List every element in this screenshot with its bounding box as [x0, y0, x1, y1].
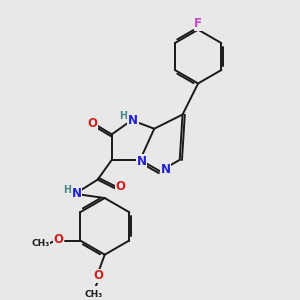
Text: O: O: [94, 269, 103, 282]
Text: CH₃: CH₃: [32, 239, 50, 248]
Text: O: O: [88, 117, 98, 130]
Text: F: F: [194, 17, 202, 30]
Text: H: H: [63, 184, 71, 195]
Text: CH₃: CH₃: [84, 290, 103, 299]
Text: N: N: [128, 114, 138, 127]
Text: N: N: [71, 187, 81, 200]
Text: H: H: [120, 111, 128, 121]
Text: O: O: [116, 180, 126, 193]
Text: N: N: [160, 163, 171, 176]
Text: O: O: [53, 233, 63, 246]
Text: N: N: [136, 155, 146, 168]
